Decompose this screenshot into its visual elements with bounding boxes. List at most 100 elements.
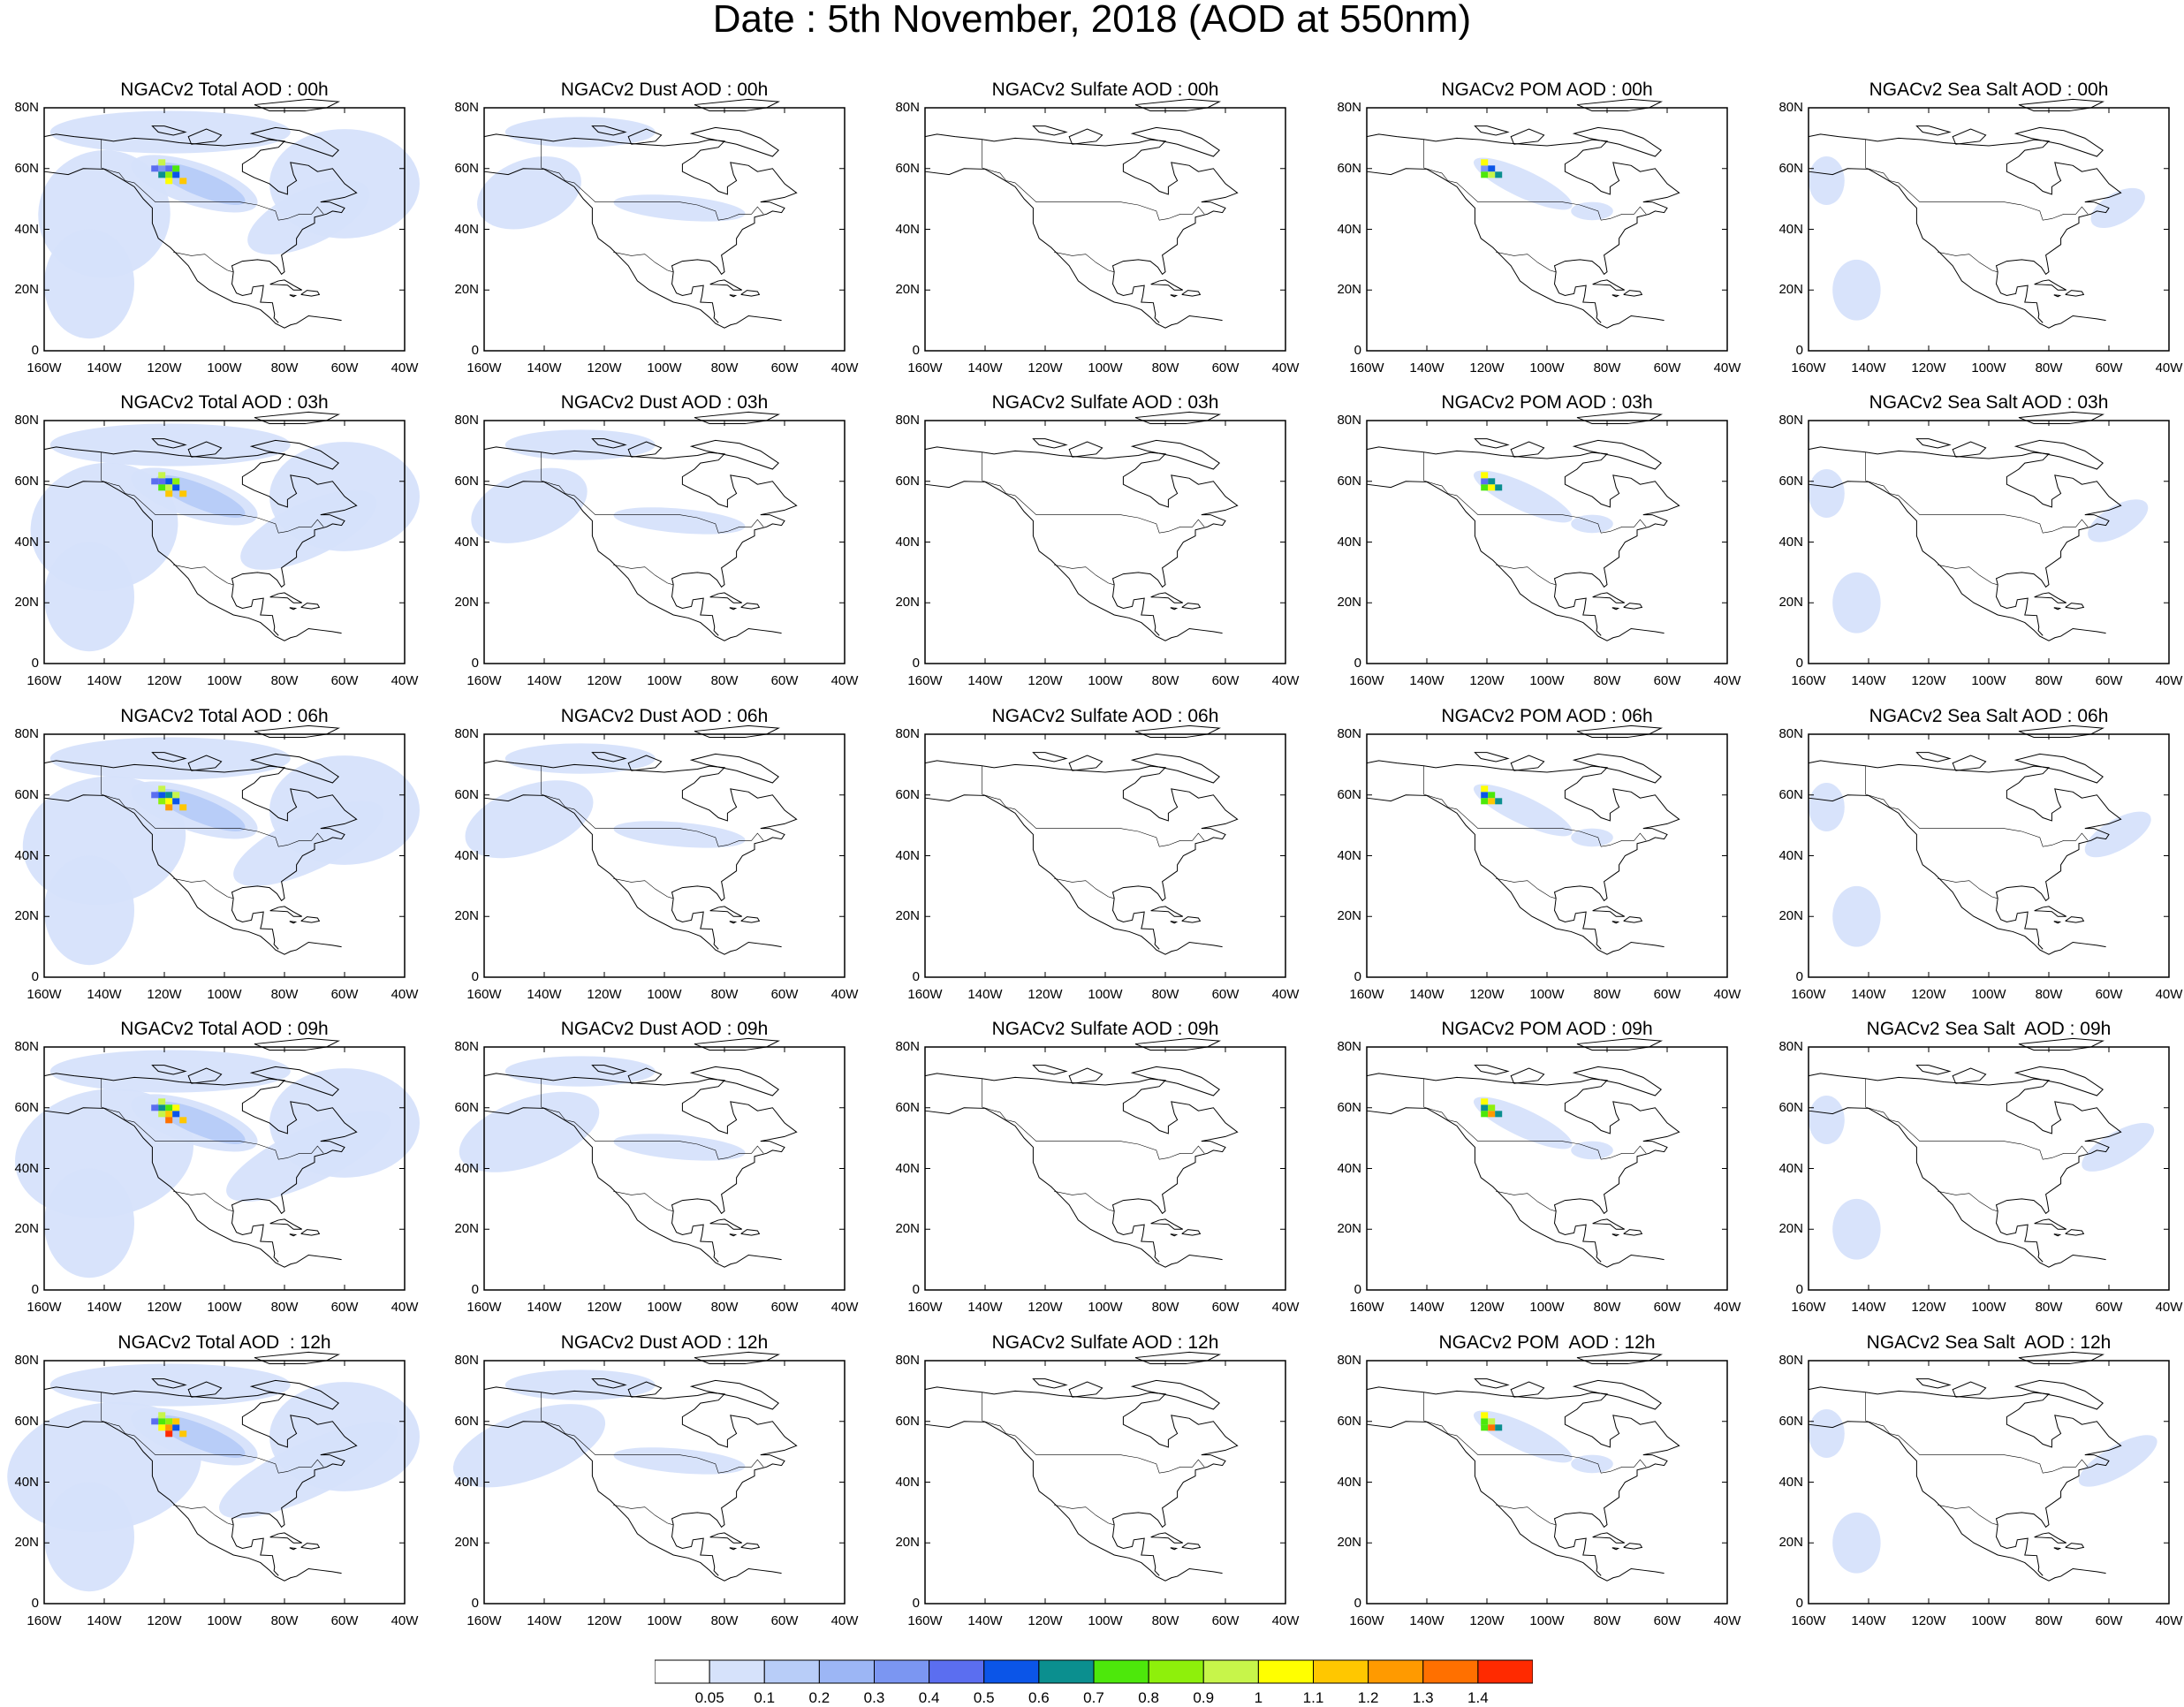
coastline — [1366, 1107, 1665, 1268]
coastline — [187, 441, 223, 458]
coastline — [2065, 603, 2085, 610]
map-panel-total — [22, 725, 420, 978]
lon-label: 40W — [1713, 1300, 1741, 1315]
lat-label: 20N — [454, 1221, 479, 1237]
aod-field — [44, 542, 134, 652]
lat-label: 40N — [1337, 1474, 1361, 1490]
lon-label: 60W — [1653, 987, 1681, 1002]
lat-label: 80N — [895, 413, 920, 428]
coastline — [1808, 760, 2122, 902]
aod-field — [49, 423, 291, 467]
lon-label: 100W — [1529, 1613, 1565, 1628]
coastline — [1134, 98, 1222, 111]
coastline — [2013, 126, 2104, 157]
lat-label: 40N — [14, 1160, 39, 1176]
aod-hotspot-cell — [158, 1111, 166, 1118]
lat-label: 80N — [1337, 1353, 1361, 1368]
panel-title: NGACv2 Sulfate AOD : 06h — [991, 706, 1219, 726]
lat-label: 20N — [14, 1221, 39, 1237]
map-panel-dust — [477, 98, 846, 352]
lat-label: 20N — [895, 1535, 920, 1551]
coastline — [924, 794, 1223, 955]
coastline — [1366, 481, 1665, 641]
lat-label: 40N — [14, 221, 39, 237]
coastline — [2053, 1547, 2062, 1551]
coastline — [1170, 1233, 1179, 1237]
aod-hotspot-cell — [158, 1098, 166, 1105]
lon-label: 40W — [391, 1300, 419, 1315]
aod-hotspot-cell — [1481, 1111, 1489, 1118]
coastline — [1510, 755, 1545, 771]
coastline — [1170, 607, 1179, 611]
coastline — [1995, 271, 2044, 323]
panel-title: NGACv2 Total AOD : 06h — [120, 706, 329, 726]
lon-label: 40W — [2155, 1613, 2183, 1628]
coastline — [1623, 1543, 1643, 1550]
lat-label: 80N — [895, 726, 920, 741]
lon-label: 140W — [87, 360, 122, 376]
coastline — [1068, 1381, 1103, 1398]
aod-hotspot-cell — [1488, 1424, 1496, 1431]
colorbar-label: 0.6 — [1028, 1689, 1050, 1706]
lon-label: 80W — [1151, 673, 1179, 688]
lon-label: 100W — [207, 1300, 242, 1315]
coastline — [151, 125, 187, 136]
lon-label: 60W — [2095, 987, 2123, 1002]
colorbar-label: 0.8 — [1138, 1689, 1159, 1706]
lat-label: 60N — [1778, 160, 1803, 176]
coastline — [483, 1073, 798, 1215]
colorbar-swatch — [1368, 1659, 1424, 1684]
lon-label: 100W — [647, 987, 682, 1002]
coastline — [43, 481, 342, 641]
lat-label: 60N — [454, 160, 479, 176]
lat-label: 0 — [912, 969, 920, 984]
lon-label: 60W — [330, 360, 359, 376]
coastline — [1915, 1065, 1952, 1075]
colorbar-label: 0.9 — [1193, 1689, 1215, 1706]
lon-label: 140W — [527, 987, 562, 1002]
aod-hotspot-cell — [1488, 484, 1496, 491]
aod-hotspot-cell — [158, 165, 166, 172]
country-border — [541, 1078, 764, 1160]
lon-label: 60W — [330, 673, 359, 688]
lat-label: 60N — [1337, 786, 1361, 802]
lat-label: 20N — [895, 1221, 920, 1237]
coastline — [740, 1543, 761, 1550]
figure-title: Date : 5th November, 2018 (AOD at 550nm) — [712, 0, 1472, 41]
lon-label: 140W — [1409, 360, 1445, 376]
aod-hotspot-cell — [165, 798, 173, 805]
aod-hotspot-cell — [1481, 785, 1489, 793]
coastline — [1130, 753, 1220, 784]
aod-field — [504, 117, 656, 148]
coastline — [151, 1378, 187, 1389]
aod-field — [1809, 783, 1845, 831]
lat-label: 0 — [1795, 343, 1803, 358]
aod-hotspot-cell — [1488, 1104, 1496, 1111]
lon-label: 100W — [1529, 1300, 1565, 1315]
coastline — [300, 1543, 321, 1550]
coastline — [254, 1351, 341, 1364]
coastline — [1808, 1107, 2106, 1268]
lon-label: 160W — [1349, 360, 1384, 376]
country-border — [1496, 1504, 1557, 1526]
lat-label: 60N — [1337, 1099, 1361, 1115]
aod-hotspot-cell — [165, 484, 173, 491]
map-panel-pom — [1366, 98, 1728, 352]
lon-label: 100W — [207, 673, 242, 688]
lat-label: 40N — [1778, 847, 1803, 863]
country-border — [101, 451, 324, 534]
aod-hotspot-cell — [1488, 1418, 1496, 1425]
lat-label: 40N — [454, 221, 479, 237]
coastline — [300, 916, 321, 923]
coastline — [2034, 592, 2066, 603]
lat-label: 20N — [1778, 282, 1803, 298]
coastline — [740, 1229, 761, 1236]
coastline — [483, 168, 782, 329]
coastline — [1130, 1379, 1220, 1410]
lat-label: 60N — [1778, 1413, 1803, 1429]
coastline — [483, 794, 782, 955]
lon-label: 100W — [1088, 360, 1123, 376]
lon-label: 80W — [1151, 1300, 1179, 1315]
lat-label: 60N — [14, 786, 39, 802]
lon-label: 40W — [830, 360, 859, 376]
